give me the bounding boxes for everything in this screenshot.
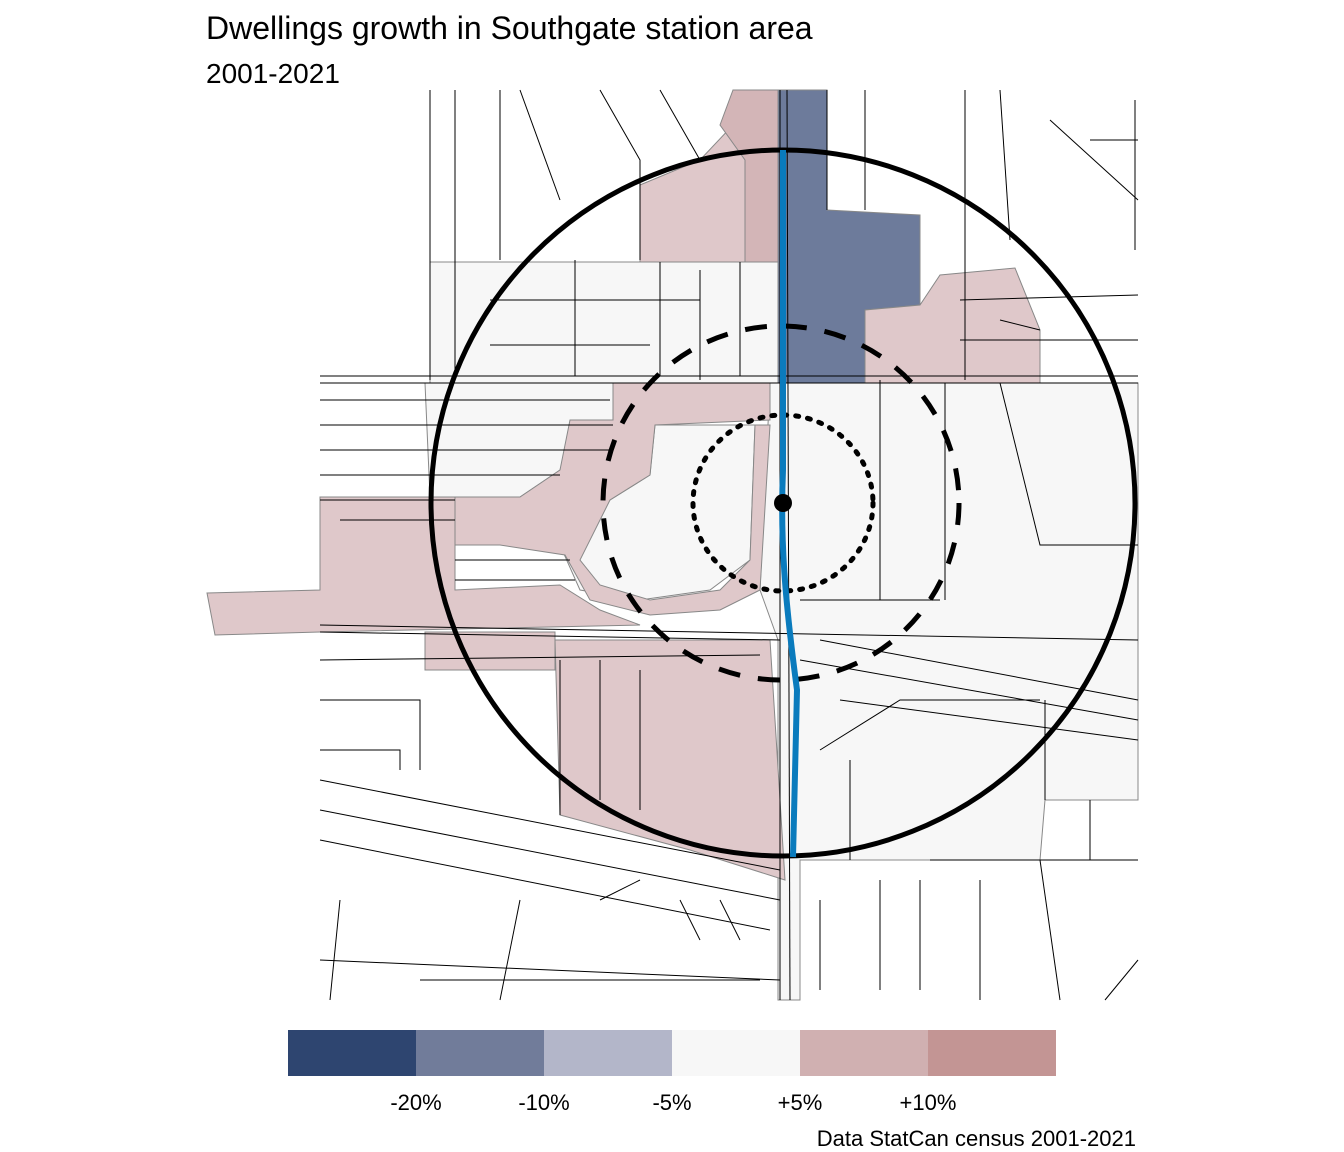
census-area — [554, 639, 786, 881]
road — [999, 319, 1041, 331]
map-title: Dwellings growth in Southgate station ar… — [206, 10, 813, 46]
legend-tick: +5% — [777, 1090, 823, 1115]
legend-swatch — [672, 1030, 800, 1076]
road — [499, 899, 521, 1001]
road — [679, 899, 701, 941]
road — [819, 639, 1139, 701]
legend-swatch — [800, 1030, 928, 1076]
road — [799, 659, 1139, 721]
road — [999, 89, 1011, 241]
road — [319, 779, 781, 871]
legend-tick: -10% — [518, 1090, 570, 1115]
road — [786, 89, 791, 1001]
road — [319, 809, 781, 901]
road — [319, 624, 1139, 641]
legend-tick: +10% — [899, 1090, 957, 1115]
legend-swatch — [416, 1030, 544, 1076]
legend-swatch — [288, 1030, 416, 1076]
road — [319, 839, 771, 931]
road — [599, 879, 641, 901]
legend-tick: -20% — [390, 1090, 442, 1115]
station-overlay — [428, 147, 1138, 859]
transit-line — [779, 150, 801, 858]
census-area — [424, 631, 556, 671]
road — [599, 89, 641, 260]
map-subtitle: 2001-2021 — [206, 58, 340, 89]
legend — [288, 1030, 1056, 1076]
road — [999, 382, 1138, 546]
road — [319, 959, 781, 981]
road — [1039, 859, 1061, 1001]
road — [659, 89, 701, 161]
road — [959, 294, 1139, 301]
road — [329, 899, 341, 1001]
road — [819, 699, 1040, 751]
middle-ring-dashed — [600, 323, 962, 683]
census-area — [206, 496, 641, 636]
road — [519, 89, 561, 201]
road — [719, 899, 741, 941]
census-area — [319, 382, 771, 616]
road — [1049, 119, 1139, 201]
road — [319, 631, 781, 641]
data-source-caption: Data StatCan census 2001-2021 — [816, 1126, 1136, 1151]
census-areas — [206, 89, 1139, 1001]
legend-swatch — [928, 1030, 1056, 1076]
road — [1104, 959, 1139, 1001]
road — [320, 749, 401, 770]
road — [320, 699, 421, 770]
legend-tick: -5% — [652, 1090, 692, 1115]
legend-swatch — [544, 1030, 672, 1076]
station-marker — [774, 494, 792, 512]
